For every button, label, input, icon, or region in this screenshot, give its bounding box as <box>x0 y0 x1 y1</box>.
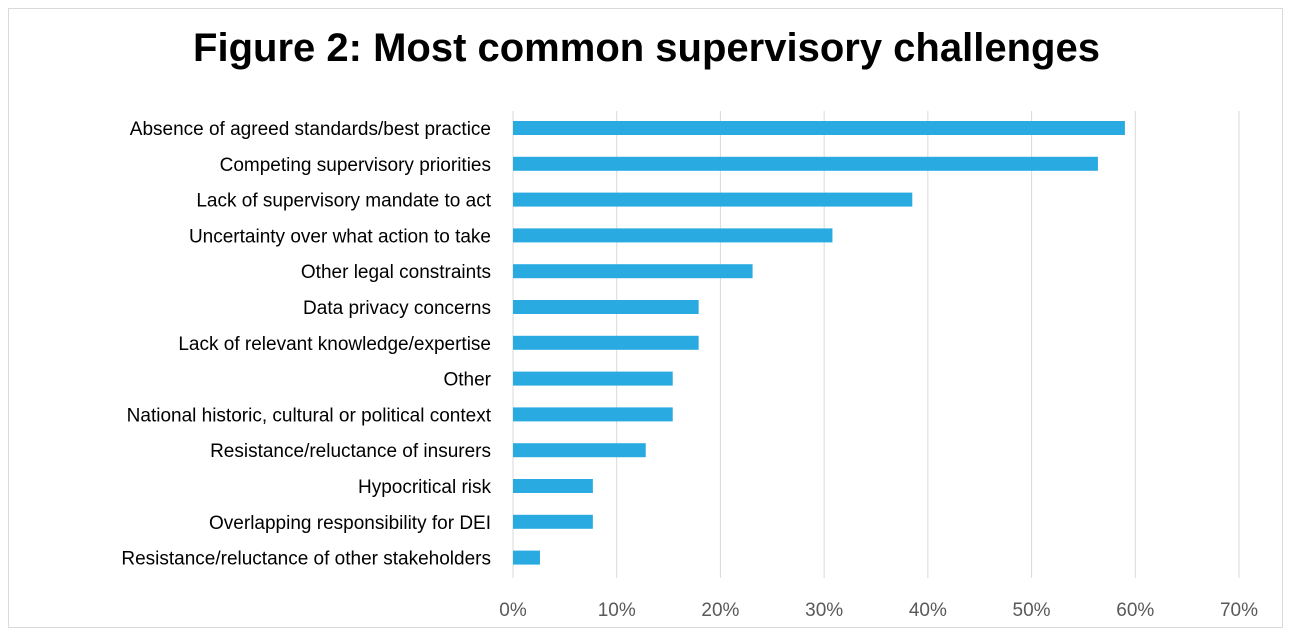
chart-title: Figure 2: Most common supervisory challe… <box>193 26 1100 70</box>
category-label: Lack of relevant knowledge/expertise <box>178 334 491 355</box>
category-label: Hypocritical risk <box>358 477 492 498</box>
category-label: National historic, cultural or political… <box>127 405 492 426</box>
category-label: Lack of supervisory mandate to act <box>196 191 491 212</box>
bar <box>513 300 699 314</box>
category-label: Data privacy concerns <box>303 298 491 319</box>
x-tick-label: 10% <box>598 600 636 621</box>
bar <box>513 335 699 350</box>
x-tick-label: 20% <box>701 600 739 621</box>
x-tick-label: 70% <box>1220 600 1258 621</box>
bar <box>513 550 540 565</box>
x-tick-label: 40% <box>909 600 947 621</box>
category-label: Overlapping responsibility for DEI <box>209 513 491 534</box>
bar <box>513 407 673 422</box>
bar <box>513 264 753 279</box>
category-label: Absence of agreed standards/best practic… <box>130 119 491 140</box>
category-label: Uncertainty over what action to take <box>189 226 491 247</box>
bar <box>513 443 646 458</box>
bar <box>513 371 673 386</box>
category-label: Other legal constraints <box>301 262 491 283</box>
x-tick-label: 50% <box>1013 600 1051 621</box>
x-tick-label: 60% <box>1116 600 1154 621</box>
bar <box>513 479 593 493</box>
bar <box>513 228 833 243</box>
category-label: Resistance/reluctance of other stakehold… <box>121 549 491 570</box>
bar <box>513 121 1125 135</box>
bar <box>513 156 1098 171</box>
bar <box>513 514 593 529</box>
bar <box>513 192 913 207</box>
chart-frame <box>8 8 1283 628</box>
x-tick-label: 0% <box>499 600 527 621</box>
category-label: Competing supervisory priorities <box>220 155 491 176</box>
category-label: Other <box>443 370 491 391</box>
x-tick-label: 30% <box>805 600 843 621</box>
category-label: Resistance/reluctance of insurers <box>210 441 491 462</box>
